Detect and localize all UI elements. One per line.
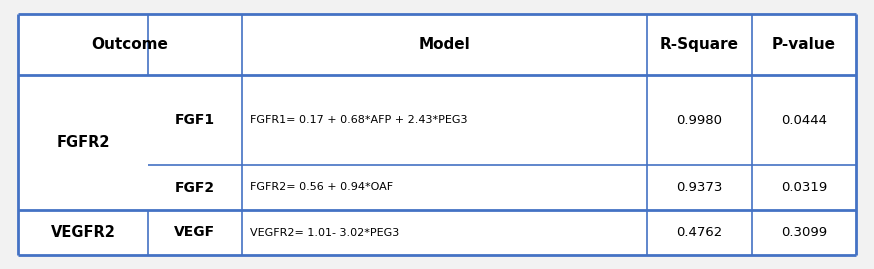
Text: FGFR2= 0.56 + 0.94*OAF: FGFR2= 0.56 + 0.94*OAF <box>250 182 393 193</box>
Text: 0.9980: 0.9980 <box>676 114 723 126</box>
Text: FGF2: FGF2 <box>175 180 215 194</box>
Text: Outcome: Outcome <box>92 37 169 52</box>
Bar <box>18 14 856 255</box>
Text: 0.4762: 0.4762 <box>676 226 723 239</box>
Text: FGFR2: FGFR2 <box>56 135 110 150</box>
Text: Model: Model <box>419 37 470 52</box>
Text: R-Square: R-Square <box>660 37 739 52</box>
Text: FGF1: FGF1 <box>175 113 215 127</box>
Text: VEGFR2= 1.01- 3.02*PEG3: VEGFR2= 1.01- 3.02*PEG3 <box>250 228 399 238</box>
Text: VEGFR2: VEGFR2 <box>51 225 115 240</box>
Text: 0.0444: 0.0444 <box>781 114 827 126</box>
Text: 0.3099: 0.3099 <box>781 226 827 239</box>
Text: VEGF: VEGF <box>175 225 216 239</box>
Text: P-value: P-value <box>772 37 836 52</box>
Text: 0.9373: 0.9373 <box>676 181 723 194</box>
Text: FGFR1= 0.17 + 0.68*AFP + 2.43*PEG3: FGFR1= 0.17 + 0.68*AFP + 2.43*PEG3 <box>250 115 468 125</box>
Text: 0.0319: 0.0319 <box>780 181 827 194</box>
